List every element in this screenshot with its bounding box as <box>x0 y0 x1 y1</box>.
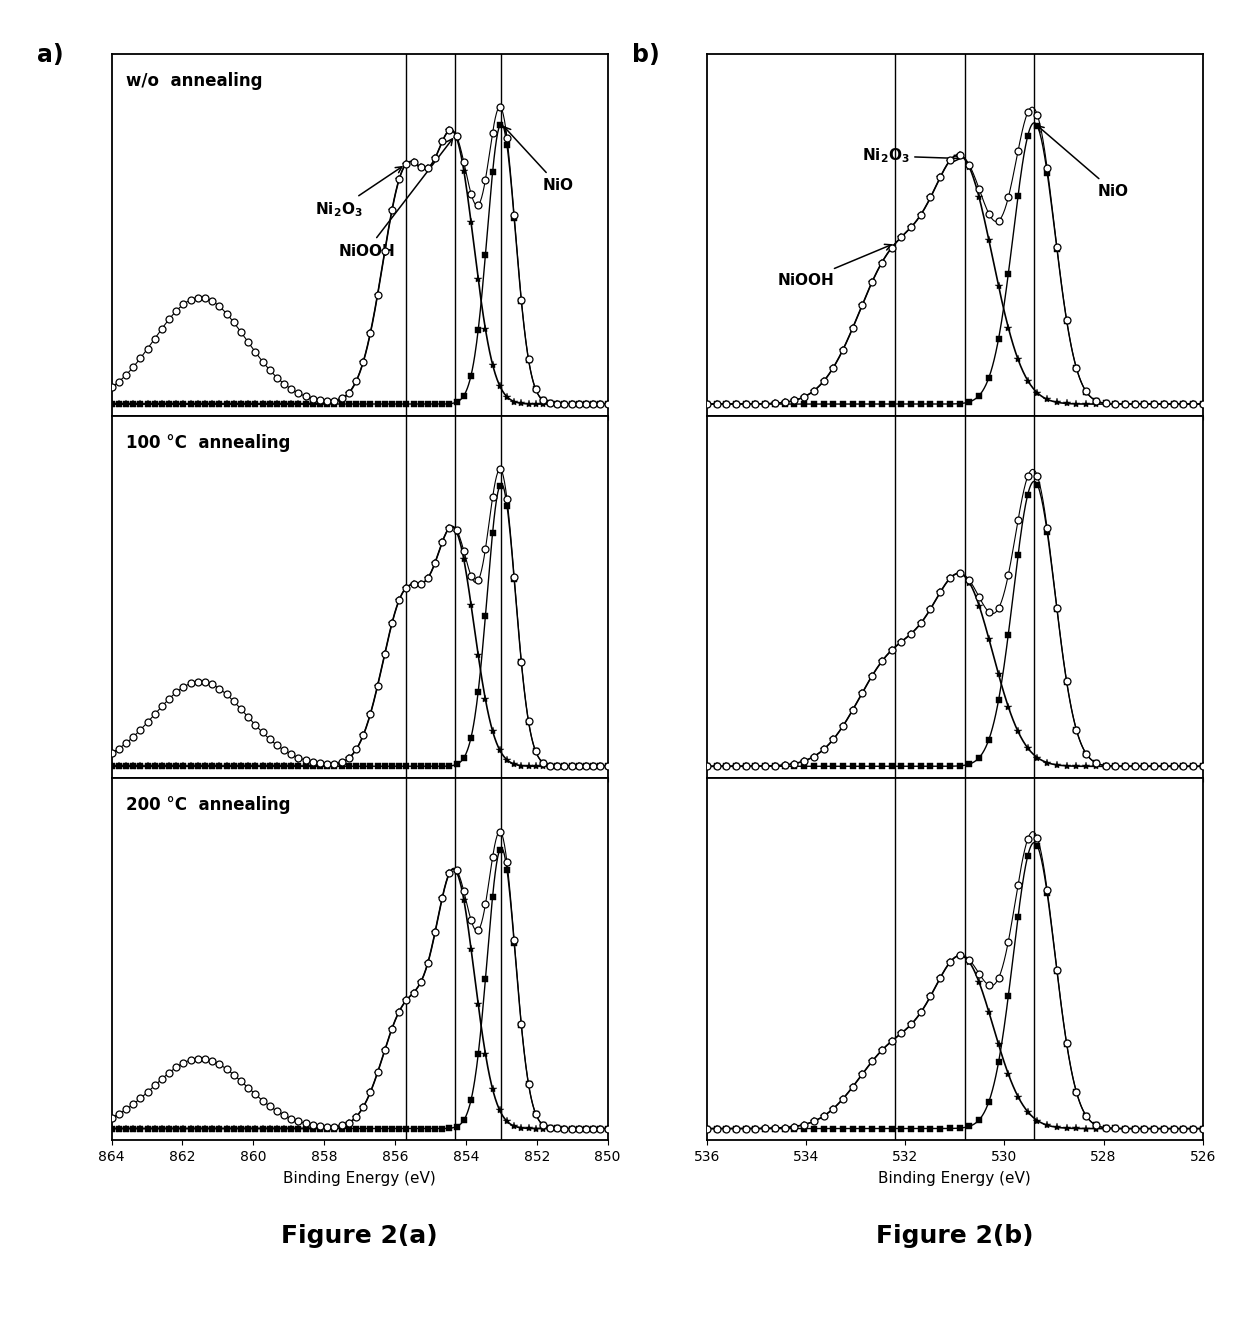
Text: $\mathbf{NiOOH}$: $\mathbf{NiOOH}$ <box>777 244 892 289</box>
Text: $\mathbf{NiOOH}$: $\mathbf{NiOOH}$ <box>339 138 453 259</box>
Text: $\mathbf{NiO}$: $\mathbf{NiO}$ <box>1038 126 1130 199</box>
Text: Figure 2(b): Figure 2(b) <box>875 1225 1034 1249</box>
Text: 100 °C  annealing: 100 °C annealing <box>126 434 291 453</box>
Text: b): b) <box>632 43 660 67</box>
Text: $\mathbf{Ni_2O_3}$: $\mathbf{Ni_2O_3}$ <box>315 167 402 219</box>
Text: w/o  annealing: w/o annealing <box>126 71 263 90</box>
Text: a): a) <box>37 43 63 67</box>
Text: Figure 2(a): Figure 2(a) <box>281 1225 438 1249</box>
Text: $\mathbf{NiO}$: $\mathbf{NiO}$ <box>505 128 574 193</box>
Text: 200 °C  annealing: 200 °C annealing <box>126 796 291 814</box>
Text: $\mathbf{Ni_2O_3}$: $\mathbf{Ni_2O_3}$ <box>862 146 960 165</box>
X-axis label: Binding Energy (eV): Binding Energy (eV) <box>283 1171 436 1186</box>
X-axis label: Binding Energy (eV): Binding Energy (eV) <box>878 1171 1032 1186</box>
